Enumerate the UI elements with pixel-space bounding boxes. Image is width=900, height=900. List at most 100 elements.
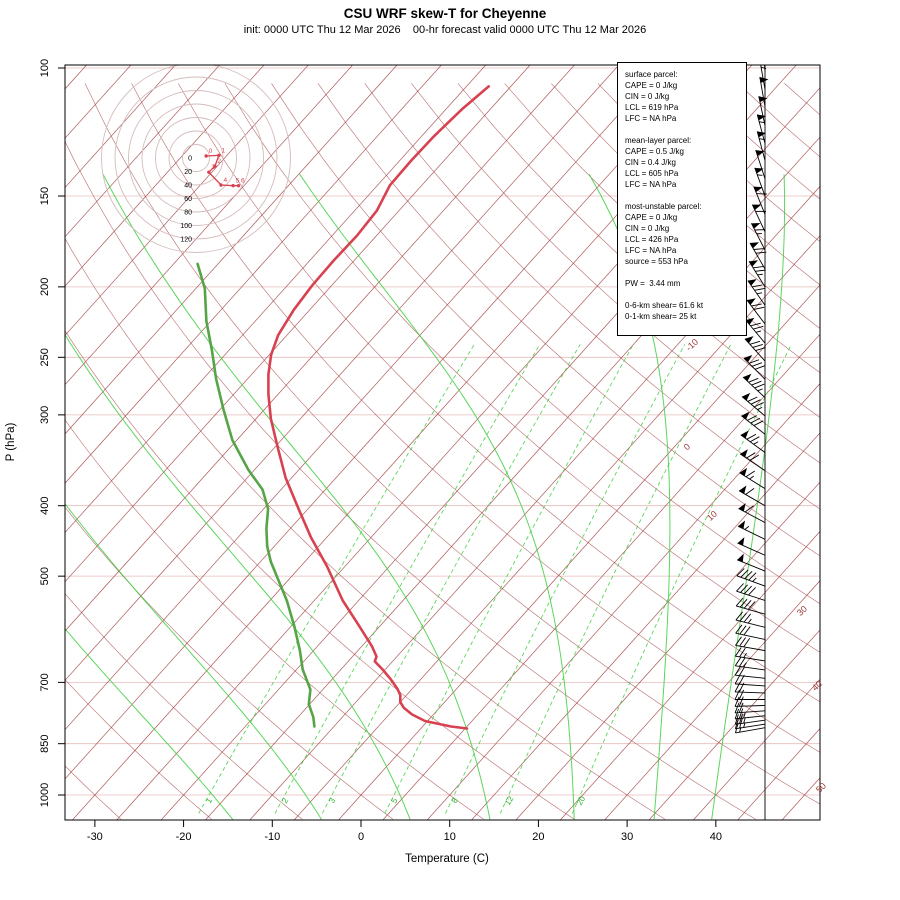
wind-barb: [759, 76, 769, 107]
parcel-info-section: mean-layer parcel: CAPE = 0.5 J/kg CIN = 0…: [625, 136, 692, 189]
wind-barb: [734, 713, 766, 725]
svg-text:2: 2: [280, 796, 290, 805]
svg-text:40: 40: [810, 679, 824, 693]
parcel-info-box: surface parcel: CAPE = 0 J/kg CIN = 0 J/kg…: [617, 62, 747, 336]
svg-text:850: 850: [39, 735, 51, 753]
wind-barb: [734, 647, 766, 662]
wind-barb: [736, 583, 766, 601]
hodo-point-label: 5: [236, 178, 240, 185]
wind-barb: [735, 597, 766, 615]
wind-barb: [747, 279, 766, 306]
wind-barb: [734, 674, 766, 687]
svg-text:5: 5: [389, 796, 399, 805]
svg-text:-30: -30: [87, 831, 103, 843]
svg-text:0: 0: [682, 441, 692, 452]
hodo-ring-label: 120: [180, 237, 192, 244]
moist-adiabats: [65, 173, 786, 820]
svg-text:50: 50: [814, 781, 828, 795]
y-axis-title: P (hPa): [5, 422, 17, 461]
hodo-point-label: 3: [211, 164, 215, 171]
wind-barb: [748, 260, 766, 288]
svg-text:10: 10: [444, 831, 456, 843]
wind-barb: [755, 150, 766, 179]
svg-text:30: 30: [621, 831, 633, 843]
wind-barb: [749, 242, 767, 270]
wind-barb: [758, 96, 768, 126]
hodo-ring-label: 60: [184, 196, 192, 203]
wind-barb: [751, 204, 766, 232]
parcel-info-section: 0-6-km shear= 61.6 kt 0-1-km shear= 25 kt: [625, 301, 704, 321]
wind-barb: [735, 722, 766, 734]
parcel-info-section: PW = 3.44 mm: [625, 279, 681, 288]
wind-barb: [737, 553, 766, 572]
wind-barb: [744, 336, 766, 362]
hodo-point-label: 0: [209, 148, 213, 155]
svg-text:40: 40: [710, 831, 722, 843]
wind-barb: [742, 373, 766, 398]
dry-adiabats: [65, 83, 820, 820]
wind-barb: [738, 485, 766, 507]
temperature-curve: [267, 85, 491, 730]
hodo-ring-label: 80: [184, 210, 192, 217]
wind-barb: [734, 682, 766, 694]
chart-subtitle: init: 0000 UTC Thu 12 Mar 2026 00-hr for…: [243, 24, 647, 36]
svg-text:10: 10: [705, 509, 719, 523]
svg-text:100: 100: [39, 59, 51, 77]
parcel-info-section: surface parcel: CAPE = 0 J/kg CIN = 0 J/kg…: [625, 70, 679, 123]
wind-barb: [734, 689, 765, 700]
wind-barb: [734, 696, 766, 707]
hodo-ring-label: 40: [184, 183, 192, 190]
wind-barb: [738, 503, 766, 523]
wind-barb: [750, 223, 766, 251]
hodograph: 0 20 40 60 80 100 120 0 123 4 5 6: [101, 65, 291, 253]
wind-barb: [756, 131, 767, 161]
wind-barb: [734, 665, 766, 679]
isotherm-labels: -10 0 10 30 40 50: [682, 337, 828, 795]
svg-text:-10: -10: [264, 831, 280, 843]
svg-text:1: 1: [204, 796, 214, 805]
svg-text:20: 20: [575, 794, 588, 807]
wind-barb: [753, 186, 768, 215]
wind-barb: [741, 411, 766, 435]
svg-text:300: 300: [39, 406, 51, 424]
hodo-point-label: 1: [221, 147, 225, 154]
svg-text:200: 200: [39, 278, 51, 296]
wind-barb: [756, 114, 767, 144]
plot-frame: [64, 64, 821, 821]
wind-barb: [754, 167, 766, 197]
hodo-ring-label: 20: [184, 169, 192, 176]
wind-barb: [735, 636, 766, 652]
wind-barb: [735, 611, 766, 628]
wind-barb: [739, 449, 766, 472]
svg-text:1000: 1000: [39, 783, 51, 807]
svg-text:12: 12: [503, 794, 516, 807]
svg-text:150: 150: [39, 187, 51, 205]
dewpoint-curve: [196, 262, 316, 728]
svg-text:0: 0: [358, 831, 364, 843]
svg-text:20: 20: [532, 831, 544, 843]
wind-barb: [736, 568, 766, 587]
hodo-ring-label: 0: [188, 156, 192, 163]
hodo-point-label: 6: [241, 178, 245, 185]
wind-barbs: [734, 65, 769, 820]
mixing-ratio-lines: 1 2 3 5 8 12 20: [198, 344, 792, 814]
hodo-point-label: 4: [223, 177, 227, 184]
wind-barb: [746, 298, 766, 325]
svg-text:250: 250: [39, 348, 51, 366]
wind-barb: [740, 430, 766, 453]
svg-text:30: 30: [795, 604, 809, 618]
svg-text:8: 8: [450, 796, 460, 805]
wind-barb: [734, 708, 766, 720]
hodo-point-label: 2: [217, 158, 221, 165]
svg-text:400: 400: [39, 497, 51, 515]
svg-text:3: 3: [327, 796, 337, 805]
wind-barb: [743, 354, 766, 380]
wind-barb: [735, 624, 766, 640]
x-axis-title: Temperature (C): [405, 853, 489, 865]
svg-text:700: 700: [39, 673, 51, 691]
svg-text:500: 500: [39, 567, 51, 585]
